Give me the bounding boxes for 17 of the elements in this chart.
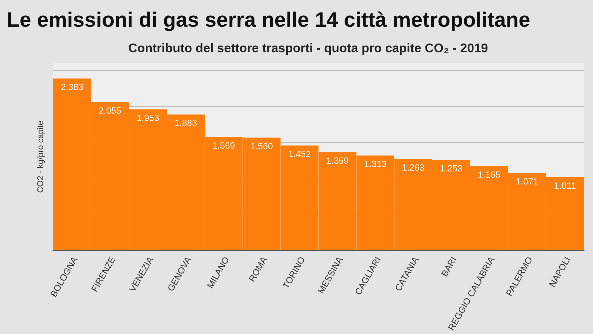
data-label: 1.253 xyxy=(440,165,462,172)
y-axis-title: CO2 - kg/pro capite xyxy=(37,121,46,193)
chart-subtitle: Contributo del settore trasporti - quota pro capite CO₂ - 2019 xyxy=(129,43,488,56)
data-label: 1.560 xyxy=(251,143,273,150)
data-label: 1.071 xyxy=(516,178,538,185)
chart-title: Le emissioni di gas serra nelle 14 città metropolitane xyxy=(8,12,530,32)
data-label: 1.883 xyxy=(175,120,197,126)
data-label: 1.011 xyxy=(554,182,576,190)
data-label: 1.452 xyxy=(289,150,311,158)
data-label: 1.569 xyxy=(213,142,235,149)
data-label: 1.263 xyxy=(402,164,424,171)
data-label: 1.359 xyxy=(327,158,349,164)
data-label: 1.165 xyxy=(478,172,500,178)
data-label: 2.055 xyxy=(99,108,122,114)
data-label: 1.313 xyxy=(364,160,386,168)
data-label: 2.383 xyxy=(61,84,84,90)
data-label: 1.953 xyxy=(138,114,160,122)
